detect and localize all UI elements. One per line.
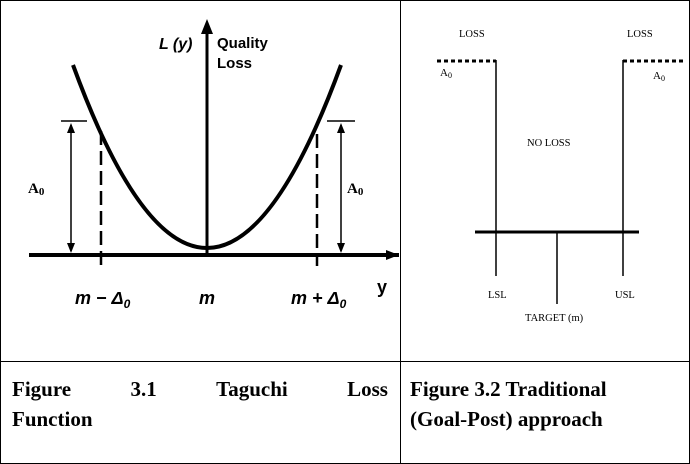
right-a0-arrow-up [337,123,345,133]
caption-figure-3-1: Figure 3.1 Taguchi Loss Function [12,374,388,434]
table-divider-horizontal [0,361,690,362]
a0-right-label: A0 [347,181,364,198]
caption-figure-3-2: Figure 3.2 Traditional (Goal-Post) appro… [410,374,684,434]
caption-left-line2: Function [12,404,388,434]
a0-left-label: A0 [28,181,45,198]
a0-left-label: A0 [440,67,452,80]
caption-right-line1: Figure 3.2 Traditional [410,374,684,404]
left-a0-arrow-down [67,243,75,253]
usl-label: USL [615,290,635,301]
no-loss-label: NO LOSS [527,138,571,149]
left-a0-arrow-up [67,123,75,133]
taguchi-loss-figure: L (y) Quality Loss y A0 A0 m − Δ0 m m + … [1,1,400,361]
tick-label-right: m + Δ0 [291,288,347,311]
a0-right-label: A0 [653,70,665,83]
tick-label-center: m [199,288,215,308]
caption-word: Loss [347,374,388,404]
lsl-label: LSL [488,290,507,301]
caption-word: 3.1 [131,374,157,404]
target-label: TARGET (m) [525,313,584,324]
tick-label-left: m − Δ0 [75,288,131,311]
x-axis-label: y [377,277,387,297]
caption-right-line2: (Goal-Post) approach [410,404,684,434]
loss-right-label: LOSS [627,29,653,40]
caption-word: Taguchi [216,374,288,404]
goal-post-figure: LOSS LOSS A0 A0 NO LOSS LSL USL TARGET (… [401,1,689,361]
quality-loss-line2: Loss [217,55,252,72]
quality-loss-line1: Quality [217,35,269,52]
caption-left-line1: Figure 3.1 Taguchi Loss [12,374,388,404]
caption-word: Figure [12,374,71,404]
axis-y-label: L (y) [159,36,192,53]
loss-left-label: LOSS [459,29,485,40]
y-axis-arrow [201,19,213,34]
right-a0-arrow-down [337,243,345,253]
x-axis-arrow [386,250,399,260]
